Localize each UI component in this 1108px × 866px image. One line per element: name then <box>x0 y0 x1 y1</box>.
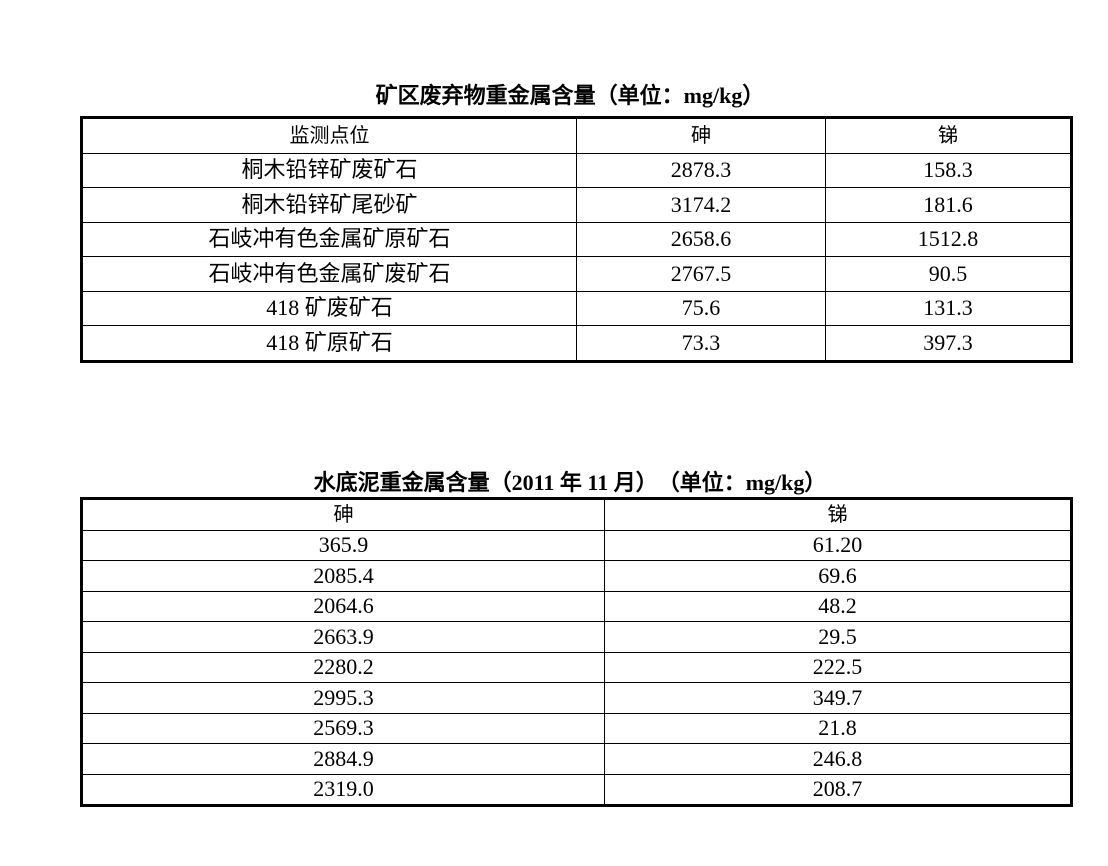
table-row: 2663.9 29.5 <box>81 621 1072 653</box>
table-cell: 2319.0 <box>81 773 605 806</box>
table-row: 2319.0 208.7 <box>81 773 1072 806</box>
table-cell: 2280.2 <box>81 651 605 683</box>
table-cell: 桐木铅锌矿尾砂矿 <box>81 187 577 223</box>
table-row: 桐木铅锌矿尾砂矿 3174.2 181.6 <box>81 187 1072 223</box>
column-header: 锑 <box>604 498 1072 531</box>
table-row: 418 矿原矿石 73.3 397.3 <box>81 325 1072 362</box>
table-cell: 2085.4 <box>81 560 605 592</box>
table-cell: 181.6 <box>825 187 1072 223</box>
table-cell: 349.7 <box>604 682 1072 714</box>
table-cell: 2878.3 <box>576 152 826 188</box>
table-cell: 418 矿原矿石 <box>81 325 577 362</box>
table-cell: 29.5 <box>604 621 1072 653</box>
table-cell: 365.9 <box>81 529 605 561</box>
table-row: 365.9 61.20 <box>81 529 1072 561</box>
table-cell: 158.3 <box>825 152 1072 188</box>
table-cell: 2884.9 <box>81 743 605 775</box>
table-cell: 2064.6 <box>81 590 605 622</box>
table-cell: 397.3 <box>825 325 1072 362</box>
table-cell: 桐木铅锌矿废矿石 <box>81 152 577 188</box>
table-cell: 246.8 <box>604 743 1072 775</box>
table-cell: 石岐冲有色金属矿原矿石 <box>81 221 577 257</box>
table-row: 桐木铅锌矿废矿石 2878.3 158.3 <box>81 152 1072 188</box>
table-cell: 2569.3 <box>81 712 605 744</box>
table-cell: 2658.6 <box>576 221 826 257</box>
column-header: 监测点位 <box>81 117 577 154</box>
column-header: 锑 <box>825 117 1072 154</box>
table-cell: 75.6 <box>576 290 826 326</box>
table-row: 2995.3 349.7 <box>81 682 1072 714</box>
table-row: 2884.9 246.8 <box>81 743 1072 775</box>
table-cell: 1512.8 <box>825 221 1072 257</box>
table-cell: 2995.3 <box>81 682 605 714</box>
waste-table-title: 矿区废弃物重金属含量（单位：mg/kg） <box>375 83 765 108</box>
table-row: 2569.3 21.8 <box>81 712 1072 744</box>
table-cell: 48.2 <box>604 590 1072 622</box>
table-cell: 222.5 <box>604 651 1072 683</box>
column-header: 砷 <box>81 498 605 531</box>
table-cell: 418 矿废矿石 <box>81 290 577 326</box>
sediment-heavy-metal-table: 砷锑 365.9 61.20 2085.4 69.6 2064.6 48.2 2663.9 29… <box>80 497 1073 807</box>
table-cell: 2767.5 <box>576 256 826 292</box>
table-row: 2064.6 48.2 <box>81 590 1072 622</box>
table-cell: 石岐冲有色金属矿废矿石 <box>81 256 577 292</box>
table-row: 2280.2 222.5 <box>81 651 1072 683</box>
table-cell: 61.20 <box>604 529 1072 561</box>
table-header-row: 监测点位砷锑 <box>81 117 1072 154</box>
table-cell: 131.3 <box>825 290 1072 326</box>
table-row: 418 矿废矿石 75.6 131.3 <box>81 290 1072 326</box>
table-cell: 21.8 <box>604 712 1072 744</box>
table-header-row: 砷锑 <box>81 498 1072 531</box>
table-cell: 90.5 <box>825 256 1072 292</box>
table-cell: 73.3 <box>576 325 826 362</box>
table-cell: 208.7 <box>604 773 1072 806</box>
table-row: 石岐冲有色金属矿废矿石 2767.5 90.5 <box>81 256 1072 292</box>
table-cell: 3174.2 <box>576 187 826 223</box>
table-row: 石岐冲有色金属矿原矿石 2658.6 1512.8 <box>81 221 1072 257</box>
column-header: 砷 <box>576 117 826 154</box>
table-row: 2085.4 69.6 <box>81 560 1072 592</box>
table-cell: 2663.9 <box>81 621 605 653</box>
sediment-table-title: 水底泥重金属含量（2011 年 11 月） （单位：mg/kg） <box>313 470 827 495</box>
waste-heavy-metal-table: 监测点位砷锑桐木铅锌矿废矿石 2878.3 158.3 桐木铅锌矿尾砂矿 3174.2 1… <box>80 116 1073 363</box>
table-cell: 69.6 <box>604 560 1072 592</box>
